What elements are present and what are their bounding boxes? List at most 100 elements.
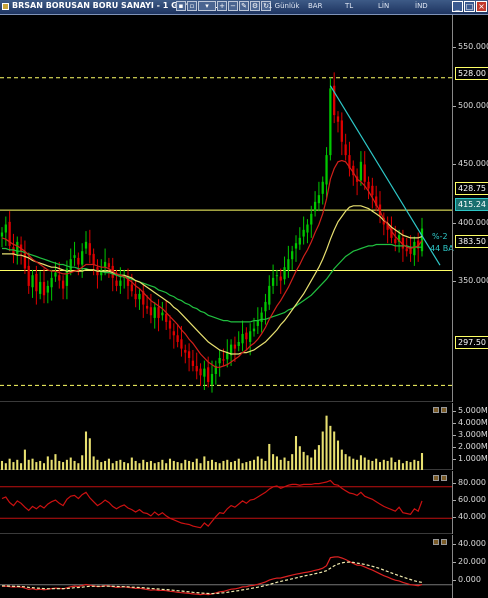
panel-settings-icon[interactable] — [433, 475, 439, 481]
price-axis: 550.000 500.000 450.000 400.000 350.000 … — [452, 15, 488, 402]
volume-bar — [210, 459, 214, 470]
price-marker-current: 415.24 — [455, 198, 488, 211]
volume-bar — [348, 456, 351, 470]
scale-label[interactable]: LİN — [378, 2, 390, 10]
rsi-chart[interactable] — [0, 471, 452, 534]
panel-close-icon[interactable] — [441, 407, 447, 413]
volume-bar — [340, 449, 343, 470]
macd-chart[interactable] — [0, 535, 452, 598]
price-marker-297: 297.50 — [455, 336, 488, 349]
candle-body — [187, 351, 191, 358]
candle-body — [218, 357, 221, 364]
volume-bar — [31, 458, 34, 470]
refresh-icon[interactable]: ↻ — [261, 1, 271, 11]
price-panel[interactable]: %-2 44 BA — [0, 15, 454, 402]
rsi-tick: 60.000 — [453, 495, 486, 504]
volume-bar — [241, 463, 244, 470]
price-tick: 550.000 — [452, 42, 488, 51]
print-icon[interactable]: ▫ — [187, 1, 197, 11]
chart-toolbar: ▪ ▫ ▾ + − ✎ ⚙ ↻ — [176, 1, 271, 13]
candle-body — [115, 280, 118, 286]
volume-panel[interactable] — [0, 403, 452, 470]
trend-percent-annotation: %-2 — [432, 232, 448, 241]
panel-settings-icon[interactable] — [433, 407, 439, 413]
candle-body — [306, 224, 309, 233]
candle-body — [344, 144, 347, 156]
close-icon[interactable]: × — [476, 1, 487, 12]
period-label[interactable]: 1 Günlük — [268, 2, 300, 10]
candle-body — [283, 267, 286, 280]
volume-bar — [233, 460, 236, 470]
volume-bar — [153, 463, 156, 470]
rsi-line — [1, 479, 423, 529]
candle-body — [69, 259, 72, 270]
volume-bar — [100, 462, 103, 470]
macd-panel[interactable] — [0, 535, 452, 598]
indicator-select-icon[interactable]: ▾ — [198, 1, 216, 11]
candle-body — [88, 243, 91, 256]
candle-body — [291, 251, 294, 260]
maximize-icon[interactable]: □ — [464, 1, 475, 12]
panel-close-icon[interactable] — [441, 475, 447, 481]
volume-chart[interactable] — [0, 403, 452, 470]
candle-body — [394, 239, 397, 244]
volume-bar — [119, 459, 122, 470]
volume-bar — [50, 459, 53, 470]
volume-bar — [314, 449, 317, 470]
volume-bar — [214, 462, 217, 470]
zoom-in-icon[interactable]: + — [217, 1, 227, 11]
price-marker-383: 383.50 — [455, 235, 488, 248]
volume-bar — [161, 459, 164, 470]
candle-body — [268, 285, 271, 305]
volume-bar — [115, 460, 118, 470]
volume-bar — [371, 460, 374, 470]
zoom-out-icon[interactable]: − — [228, 1, 238, 11]
volume-bar — [207, 460, 210, 470]
volume-bar — [92, 456, 95, 470]
currency-label[interactable]: TL — [345, 2, 354, 10]
volume-bar — [321, 431, 324, 470]
panel-close-icon[interactable] — [441, 539, 447, 545]
volume-bar — [4, 463, 7, 470]
minimize-icon[interactable]: _ — [452, 1, 463, 12]
candle-body — [287, 259, 290, 270]
indicator-label[interactable]: İND — [415, 2, 428, 10]
volume-bar — [272, 454, 275, 470]
candle-body — [271, 277, 275, 286]
volume-bar — [35, 462, 38, 470]
volume-bar — [126, 463, 130, 470]
candle-body — [226, 352, 229, 360]
candle-body — [325, 155, 328, 185]
pencil-icon[interactable]: ✎ — [239, 1, 249, 11]
volume-bar — [378, 462, 382, 470]
bar-type-label[interactable]: BAR — [308, 2, 323, 10]
candle-body — [317, 195, 321, 204]
settings-icon[interactable]: ⚙ — [250, 1, 260, 11]
candle-body — [23, 251, 27, 269]
price-chart[interactable] — [0, 15, 452, 402]
volume-bar — [107, 458, 110, 470]
candle-body — [367, 181, 370, 189]
panel-settings-icon[interactable] — [433, 539, 439, 545]
candle-body — [165, 313, 168, 322]
volume-bar — [417, 460, 420, 470]
candle-body — [245, 332, 248, 340]
volume-bar — [256, 456, 259, 470]
app-icon[interactable] — [2, 3, 9, 10]
candle-body — [310, 213, 313, 225]
volume-bar — [279, 459, 282, 470]
candle-body — [229, 344, 233, 356]
candle-body — [279, 276, 282, 281]
rsi-axis: 80.000 60.000 40.000 — [452, 471, 488, 534]
candle-body — [130, 284, 133, 292]
volume-bar — [123, 462, 126, 470]
save-icon[interactable]: ▪ — [176, 1, 186, 11]
volume-bar — [310, 457, 313, 470]
volume-bar — [73, 460, 76, 470]
rsi-panel[interactable] — [0, 471, 452, 534]
candle-body — [84, 241, 88, 249]
volume-bar — [104, 460, 107, 470]
volume-bar — [23, 449, 26, 470]
candle-body — [58, 275, 61, 281]
candle-body — [50, 277, 53, 288]
